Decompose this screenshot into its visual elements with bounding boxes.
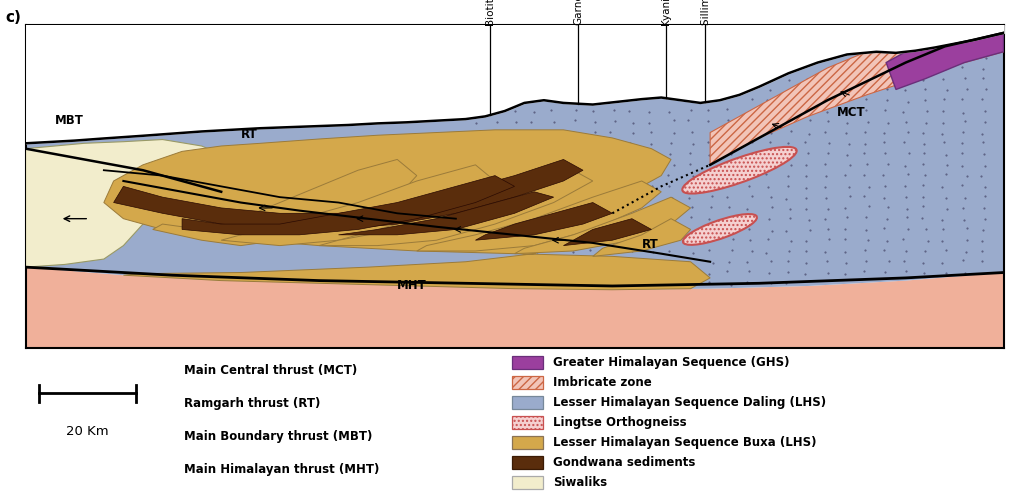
Text: Main Himalayan thrust (MHT): Main Himalayan thrust (MHT): [184, 463, 380, 476]
Polygon shape: [886, 25, 1004, 89]
Polygon shape: [417, 181, 662, 251]
FancyBboxPatch shape: [512, 416, 543, 429]
Text: Siwaliks: Siwaliks: [553, 476, 607, 489]
Polygon shape: [339, 192, 554, 235]
Polygon shape: [563, 219, 651, 246]
Text: Main Boundary thrust (MBT): Main Boundary thrust (MBT): [184, 430, 373, 443]
Text: Kyanite: Kyanite: [662, 0, 671, 25]
Polygon shape: [182, 175, 514, 235]
Polygon shape: [221, 165, 495, 246]
FancyBboxPatch shape: [512, 376, 543, 389]
Polygon shape: [26, 33, 1004, 290]
Text: Garnet: Garnet: [573, 0, 583, 25]
Polygon shape: [26, 267, 1004, 348]
Polygon shape: [514, 197, 690, 253]
Text: Greater Himalayan Sequence (GHS): Greater Himalayan Sequence (GHS): [553, 356, 790, 369]
FancyBboxPatch shape: [512, 396, 543, 409]
Ellipse shape: [682, 147, 797, 193]
FancyBboxPatch shape: [512, 476, 543, 489]
Polygon shape: [153, 160, 417, 246]
Polygon shape: [475, 203, 612, 240]
Text: Imbricate zone: Imbricate zone: [553, 376, 651, 389]
Polygon shape: [319, 170, 593, 246]
Text: Lesser Himalayan Sequence Buxa (LHS): Lesser Himalayan Sequence Buxa (LHS): [553, 436, 816, 449]
Text: c): c): [5, 10, 22, 25]
FancyBboxPatch shape: [512, 436, 543, 449]
Polygon shape: [103, 130, 711, 290]
FancyBboxPatch shape: [512, 356, 543, 369]
Text: Lesser Himalayan Sequence Daling (LHS): Lesser Himalayan Sequence Daling (LHS): [553, 396, 826, 409]
Text: Gondwana sediments: Gondwana sediments: [553, 456, 695, 469]
Text: Lingtse Orthogneiss: Lingtse Orthogneiss: [553, 416, 686, 429]
Text: Ramgarh thrust (RT): Ramgarh thrust (RT): [184, 397, 321, 410]
FancyBboxPatch shape: [512, 456, 543, 469]
Polygon shape: [711, 25, 1004, 165]
Text: Main Central thrust (MCT): Main Central thrust (MCT): [184, 364, 357, 377]
Text: Biotite: Biotite: [485, 0, 496, 25]
Text: MBT: MBT: [55, 114, 84, 127]
Polygon shape: [593, 219, 690, 256]
Text: RT: RT: [642, 238, 658, 251]
Text: MHT: MHT: [397, 279, 427, 292]
Polygon shape: [114, 160, 583, 230]
Text: Sillimanite (i): Sillimanite (i): [700, 0, 711, 25]
Text: RT: RT: [241, 128, 257, 141]
Text: MCT: MCT: [838, 106, 866, 119]
Ellipse shape: [683, 214, 757, 245]
Polygon shape: [26, 140, 231, 267]
Text: 20 Km: 20 Km: [67, 425, 109, 438]
